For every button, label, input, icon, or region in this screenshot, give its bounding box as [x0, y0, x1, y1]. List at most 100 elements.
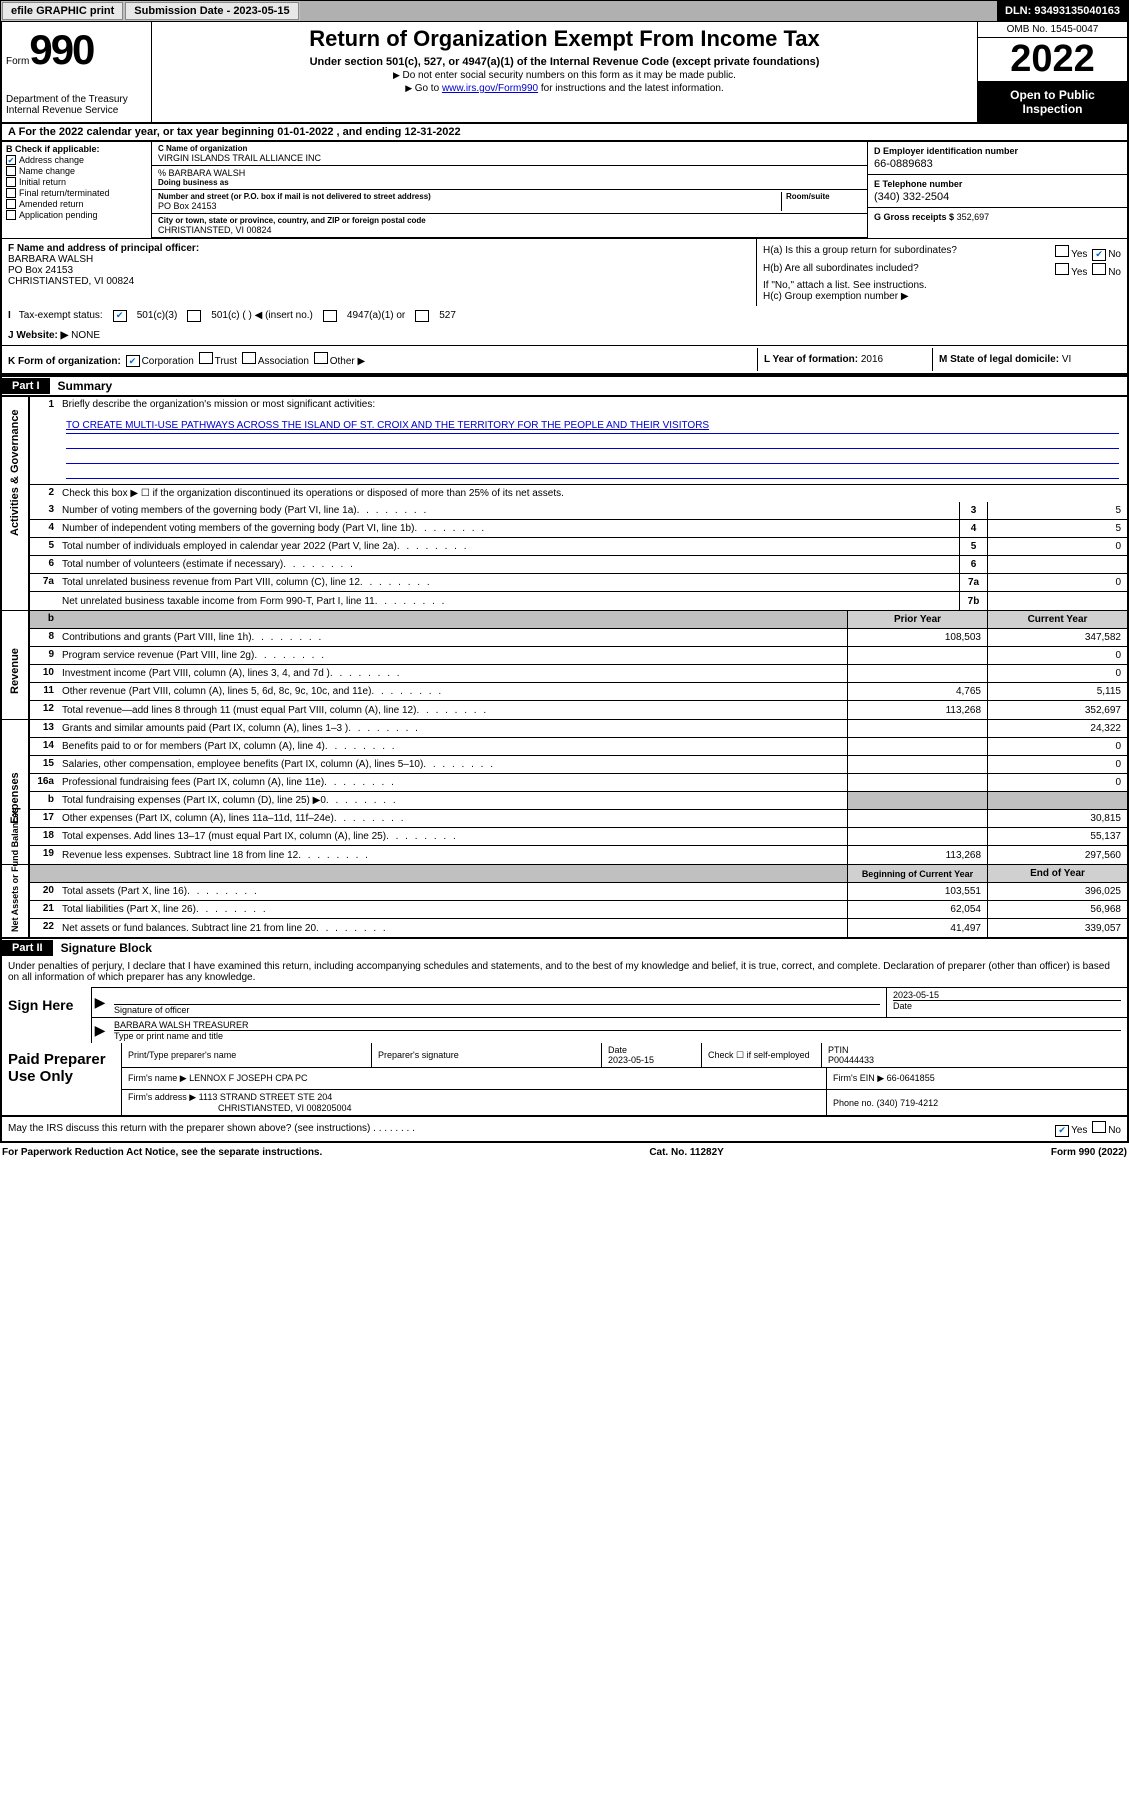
table-row: 17Other expenses (Part IX, column (A), l…: [30, 810, 1127, 828]
year-formation: 2016: [861, 354, 883, 365]
table-row: 9Program service revenue (Part VIII, lin…: [30, 647, 1127, 665]
discuss-no[interactable]: [1092, 1121, 1106, 1133]
prior-val: 62,054: [847, 901, 987, 918]
begin-year-hdr: Beginning of Current Year: [847, 865, 987, 882]
col-l: L Year of formation: 2016: [757, 348, 932, 371]
current-val: [987, 792, 1127, 809]
opt-4947: 4947(a)(1) or: [347, 310, 405, 321]
submission-date-button[interactable]: Submission Date - 2023-05-15: [125, 2, 298, 20]
efile-print-button[interactable]: efile GRAPHIC print: [2, 2, 123, 20]
prep-date-cell: Date 2023-05-15: [602, 1043, 702, 1067]
prep-row2: Firm's name ▶ LENNOX F JOSEPH CPA PC Fir…: [122, 1068, 1127, 1090]
line-val: 0: [987, 538, 1127, 555]
topbar-spacer: [300, 1, 997, 21]
part1-title: Summary: [50, 377, 121, 395]
table-row: 14Benefits paid to or for members (Part …: [30, 738, 1127, 756]
table-row: 8Contributions and grants (Part VIII, li…: [30, 629, 1127, 647]
irs-link[interactable]: www.irs.gov/Form990: [442, 83, 538, 94]
header-left: Form990 Department of the Treasury Inter…: [2, 22, 152, 122]
chk-527[interactable]: [415, 310, 429, 322]
firm-phone: (340) 719-4212: [877, 1098, 939, 1108]
line-num: 14: [30, 738, 58, 755]
j-label: Website: ▶: [16, 330, 68, 341]
bal-header-row: Beginning of Current Year End of Year: [30, 865, 1127, 883]
col-b-checkboxes: B Check if applicable: ✔Address change N…: [2, 142, 152, 238]
sig-date-value: 2023-05-15: [893, 990, 1121, 1000]
opt-assoc: Association: [258, 356, 309, 367]
table-row: 10Investment income (Part VIII, column (…: [30, 665, 1127, 683]
firm-addr2: CHRISTIANSTED, VI 008205004: [128, 1103, 820, 1113]
line-desc: Total expenses. Add lines 13–17 (must eq…: [58, 828, 847, 845]
line-num: 9: [30, 647, 58, 664]
org-name: VIRGIN ISLANDS TRAIL ALLIANCE INC: [158, 153, 861, 163]
open-to-public: Open to Public Inspection: [978, 82, 1127, 122]
chk-trust[interactable]: [199, 352, 213, 364]
chk-501c3[interactable]: ✔: [113, 310, 127, 322]
chk-name-change[interactable]: Name change: [6, 166, 147, 176]
bal-hdr-num: [30, 865, 58, 882]
line-num: 15: [30, 756, 58, 773]
ha-yes[interactable]: [1055, 245, 1069, 257]
opt-501c: 501(c) ( ) ◀ (insert no.): [211, 310, 313, 321]
ha-no[interactable]: ✔: [1092, 249, 1106, 261]
chk-address-change[interactable]: ✔Address change: [6, 155, 147, 165]
row-a-tax-year: A For the 2022 calendar year, or tax yea…: [0, 124, 1129, 142]
line-val: 0: [987, 574, 1127, 591]
preparer-block: Paid Preparer Use Only Print/Type prepar…: [0, 1043, 1129, 1117]
prior-val: [847, 756, 987, 773]
chk-501c[interactable]: [187, 310, 201, 322]
l-label: L Year of formation:: [764, 354, 858, 365]
discuss-yes[interactable]: ✔: [1055, 1125, 1069, 1137]
mission-blank2: [66, 450, 1119, 464]
sig-right: ▶ Signature of officer 2023-05-15 Date ▶…: [92, 987, 1127, 1043]
hb-note: If "No," attach a list. See instructions…: [763, 280, 1121, 291]
line-num: 16a: [30, 774, 58, 791]
prior-val: [847, 774, 987, 791]
line-box: 6: [959, 556, 987, 573]
line-num: 3: [30, 502, 58, 519]
line-num: 4: [30, 520, 58, 537]
current-val: 30,815: [987, 810, 1127, 827]
current-val: 0: [987, 774, 1127, 791]
chk-other[interactable]: [314, 352, 328, 364]
hb-no[interactable]: [1092, 263, 1106, 275]
sig-date-cell: 2023-05-15 Date: [887, 988, 1127, 1017]
chk-4947[interactable]: [323, 310, 337, 322]
line2-desc: Check this box ▶ ☐ if the organization d…: [58, 485, 1127, 502]
city: CHRISTIANSTED, VI 00824: [158, 225, 861, 235]
table-row: 18Total expenses. Add lines 13–17 (must …: [30, 828, 1127, 846]
chk-corp[interactable]: ✔: [126, 355, 140, 367]
discuss-question: May the IRS discuss this return with the…: [8, 1123, 415, 1134]
line1-row: 1 Briefly describe the organization's mi…: [30, 397, 1127, 415]
gov-row: Net unrelated business taxable income fr…: [30, 592, 1127, 610]
line-desc: Professional fundraising fees (Part IX, …: [58, 774, 847, 791]
net-body: Beginning of Current Year End of Year 20…: [30, 865, 1127, 937]
form-word: Form: [6, 56, 29, 67]
line-num: 12: [30, 701, 58, 719]
side-net-text: Net Assets or Fund Balances: [10, 880, 20, 932]
prior-val: [847, 810, 987, 827]
prep-row3: Firm's address ▶ 1113 STRAND STREET STE …: [122, 1090, 1127, 1115]
exp-body: 13Grants and similar amounts paid (Part …: [30, 720, 1127, 864]
table-row: 13Grants and similar amounts paid (Part …: [30, 720, 1127, 738]
mission-blank1: [66, 435, 1119, 449]
chk-label: Initial return: [19, 177, 66, 187]
line-num: 21: [30, 901, 58, 918]
chk-amended[interactable]: Amended return: [6, 199, 147, 209]
end-year-hdr: End of Year: [987, 865, 1127, 882]
chk-assoc[interactable]: [242, 352, 256, 364]
line-desc: Total number of individuals employed in …: [58, 538, 959, 555]
yes-label: Yes: [1071, 249, 1087, 260]
dept-treasury: Department of the Treasury: [6, 94, 147, 105]
hb-yes[interactable]: [1055, 263, 1069, 275]
line-num: 19: [30, 846, 58, 864]
part1-badge: Part I: [2, 378, 50, 394]
no-label: No: [1108, 267, 1121, 278]
chk-final-return[interactable]: Final return/terminated: [6, 188, 147, 198]
line-box: 3: [959, 502, 987, 519]
current-val: 55,137: [987, 828, 1127, 845]
chk-app-pending[interactable]: Application pending: [6, 210, 147, 220]
part2-badge: Part II: [2, 940, 53, 956]
line-num: 5: [30, 538, 58, 555]
chk-initial-return[interactable]: Initial return: [6, 177, 147, 187]
